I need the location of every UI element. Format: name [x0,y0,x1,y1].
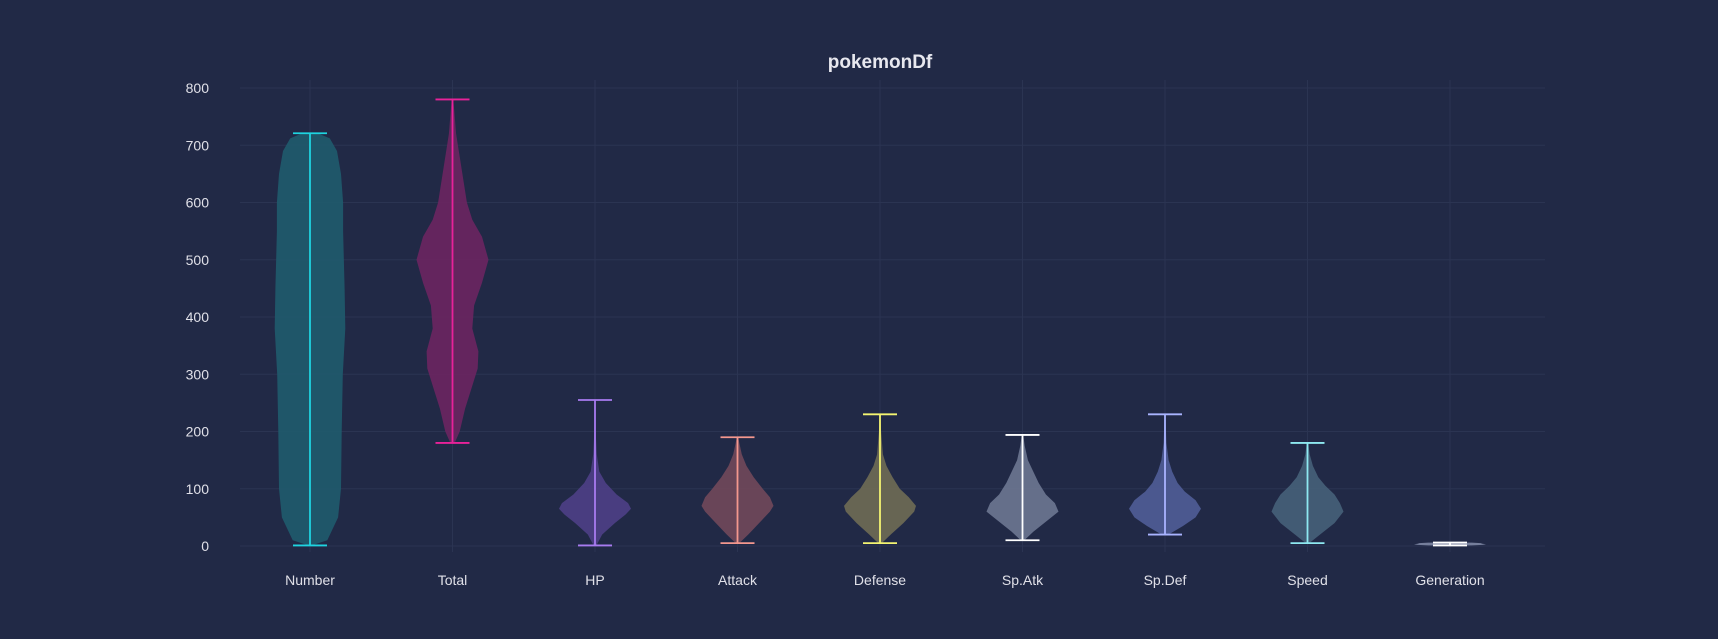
violin-sp-def [1129,413,1201,536]
y-tick-label: 800 [186,80,210,96]
violin-speed [1271,442,1344,545]
chart-title: pokemonDf [828,52,933,73]
x-tick-label: Generation [1415,572,1484,588]
violin-generation [1414,541,1486,547]
axes: 0 100 200 300 400 500 600 700 800 Number Total HP At… [186,80,1485,588]
y-tick-label: 500 [186,252,210,268]
y-tick-label: 200 [186,424,210,440]
x-tick-label: Defense [854,572,906,588]
x-tick-label: HP [585,572,604,588]
x-tick-label: Sp.Atk [1002,572,1044,588]
violin-hp [559,399,631,547]
violin-defense [844,413,916,545]
x-tick-label: Number [285,572,335,588]
y-tick-label: 0 [201,538,209,554]
y-tick-label: 600 [186,195,210,211]
x-tick-label: Sp.Def [1144,572,1187,588]
x-tick-label: Speed [1287,572,1327,588]
y-tick-label: 300 [186,366,210,382]
violin-total [416,98,489,444]
violin-sp-atk [986,434,1059,542]
violin-number [274,132,346,547]
violins [274,98,1486,547]
x-tick-label: Attack [718,572,758,588]
y-tick-label: 700 [186,137,210,153]
violin-attack [701,436,774,545]
x-tick-label: Total [438,572,468,588]
y-tick-label: 100 [186,481,210,497]
y-tick-label: 400 [186,309,210,325]
